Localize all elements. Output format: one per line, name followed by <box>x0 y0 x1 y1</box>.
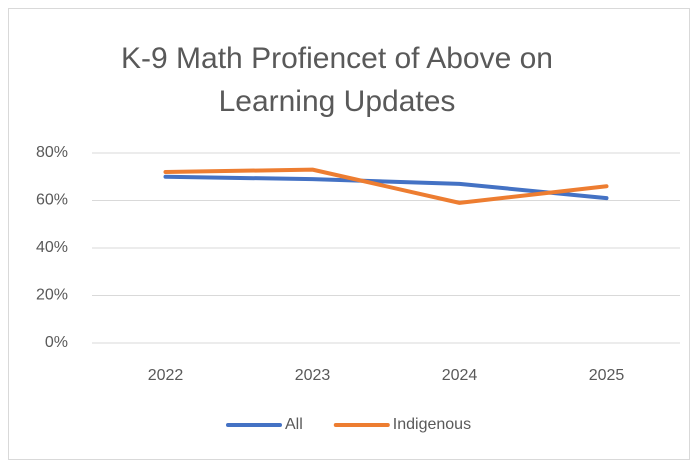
series-line <box>163 174 609 201</box>
y-tick-label: 60% <box>36 192 68 209</box>
x-tick-label: 2023 <box>295 367 331 384</box>
x-tick-label: 2024 <box>442 367 478 384</box>
x-tick-label: 2025 <box>589 367 625 384</box>
chart-title: K-9 Math Profiencet of Above on <box>121 42 553 75</box>
x-tick-label: 2022 <box>148 367 184 384</box>
chart-border <box>8 8 690 460</box>
legend-label: All <box>285 416 303 433</box>
series-line <box>163 167 609 205</box>
y-tick-label: 40% <box>36 239 68 256</box>
legend-label: Indigenous <box>393 416 471 433</box>
y-tick-label: 80% <box>36 144 68 161</box>
y-tick-label: 0% <box>45 334 68 351</box>
y-tick-label: 20% <box>36 287 68 304</box>
chart-title: Learning Updates <box>219 85 456 118</box>
